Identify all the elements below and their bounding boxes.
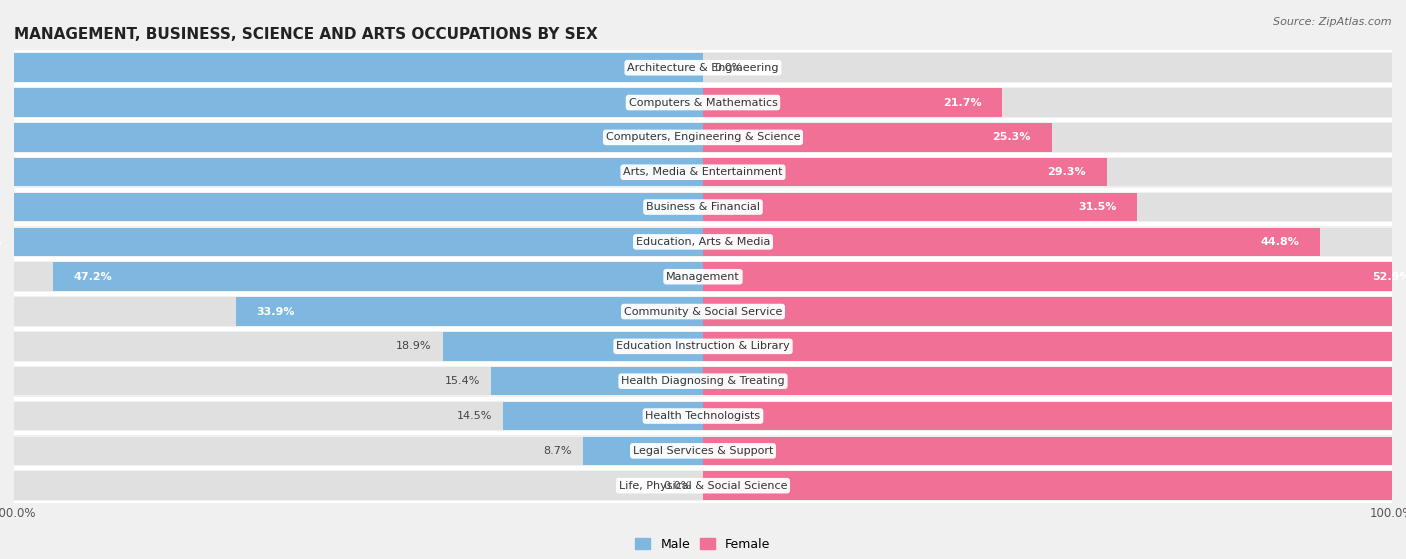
- Text: 15.4%: 15.4%: [444, 376, 479, 386]
- Bar: [14, 193, 1392, 221]
- Bar: [703, 437, 1406, 465]
- Bar: [0, 158, 703, 187]
- Bar: [703, 367, 1406, 395]
- Bar: [14, 262, 1392, 291]
- Text: Management: Management: [666, 272, 740, 282]
- Bar: [703, 402, 1406, 430]
- Text: Architecture & Engineering: Architecture & Engineering: [627, 63, 779, 73]
- Bar: [14, 367, 1392, 395]
- Bar: [0, 228, 703, 256]
- Bar: [0, 123, 703, 151]
- Text: 18.9%: 18.9%: [396, 342, 432, 352]
- Bar: [443, 332, 703, 361]
- Bar: [14, 297, 1392, 326]
- Text: Education, Arts & Media: Education, Arts & Media: [636, 237, 770, 247]
- Bar: [14, 88, 1392, 117]
- Bar: [583, 437, 703, 465]
- Bar: [14, 54, 1392, 82]
- Text: Education Instruction & Library: Education Instruction & Library: [616, 342, 790, 352]
- Text: 44.8%: 44.8%: [1261, 237, 1299, 247]
- Text: Computers & Mathematics: Computers & Mathematics: [628, 98, 778, 107]
- Text: 0.0%: 0.0%: [714, 63, 742, 73]
- Bar: [0, 54, 703, 82]
- Text: 8.7%: 8.7%: [544, 446, 572, 456]
- Text: Source: ZipAtlas.com: Source: ZipAtlas.com: [1274, 17, 1392, 27]
- Bar: [14, 471, 1392, 500]
- Text: 21.7%: 21.7%: [942, 98, 981, 107]
- Bar: [236, 297, 703, 326]
- Bar: [703, 158, 1107, 187]
- Bar: [491, 367, 703, 395]
- Text: 29.3%: 29.3%: [1047, 167, 1085, 177]
- Text: 14.5%: 14.5%: [457, 411, 492, 421]
- Bar: [703, 228, 1320, 256]
- Bar: [14, 437, 1392, 465]
- Bar: [14, 402, 1392, 430]
- Text: Business & Financial: Business & Financial: [645, 202, 761, 212]
- Bar: [0, 193, 703, 221]
- Bar: [14, 228, 1392, 256]
- Text: 25.3%: 25.3%: [993, 132, 1031, 143]
- Bar: [703, 297, 1406, 326]
- Bar: [703, 332, 1406, 361]
- Text: Computers, Engineering & Science: Computers, Engineering & Science: [606, 132, 800, 143]
- Text: MANAGEMENT, BUSINESS, SCIENCE AND ARTS OCCUPATIONS BY SEX: MANAGEMENT, BUSINESS, SCIENCE AND ARTS O…: [14, 27, 598, 42]
- Bar: [703, 88, 1002, 117]
- Bar: [503, 402, 703, 430]
- Text: Legal Services & Support: Legal Services & Support: [633, 446, 773, 456]
- Bar: [14, 123, 1392, 151]
- Text: 31.5%: 31.5%: [1078, 202, 1116, 212]
- Text: 55.2%: 55.2%: [0, 237, 1, 247]
- Bar: [52, 262, 703, 291]
- Legend: Male, Female: Male, Female: [630, 533, 776, 556]
- Bar: [703, 262, 1406, 291]
- Text: 47.2%: 47.2%: [73, 272, 112, 282]
- Text: Community & Social Service: Community & Social Service: [624, 306, 782, 316]
- Bar: [14, 158, 1392, 187]
- Text: Health Technologists: Health Technologists: [645, 411, 761, 421]
- Bar: [703, 471, 1406, 500]
- Bar: [703, 123, 1052, 151]
- Text: 52.9%: 52.9%: [1372, 272, 1406, 282]
- Text: 0.0%: 0.0%: [664, 481, 692, 491]
- Text: Arts, Media & Entertainment: Arts, Media & Entertainment: [623, 167, 783, 177]
- Bar: [703, 193, 1137, 221]
- Text: 33.9%: 33.9%: [256, 306, 295, 316]
- Bar: [0, 88, 703, 117]
- Bar: [14, 332, 1392, 361]
- Text: Life, Physical & Social Science: Life, Physical & Social Science: [619, 481, 787, 491]
- Text: Health Diagnosing & Treating: Health Diagnosing & Treating: [621, 376, 785, 386]
